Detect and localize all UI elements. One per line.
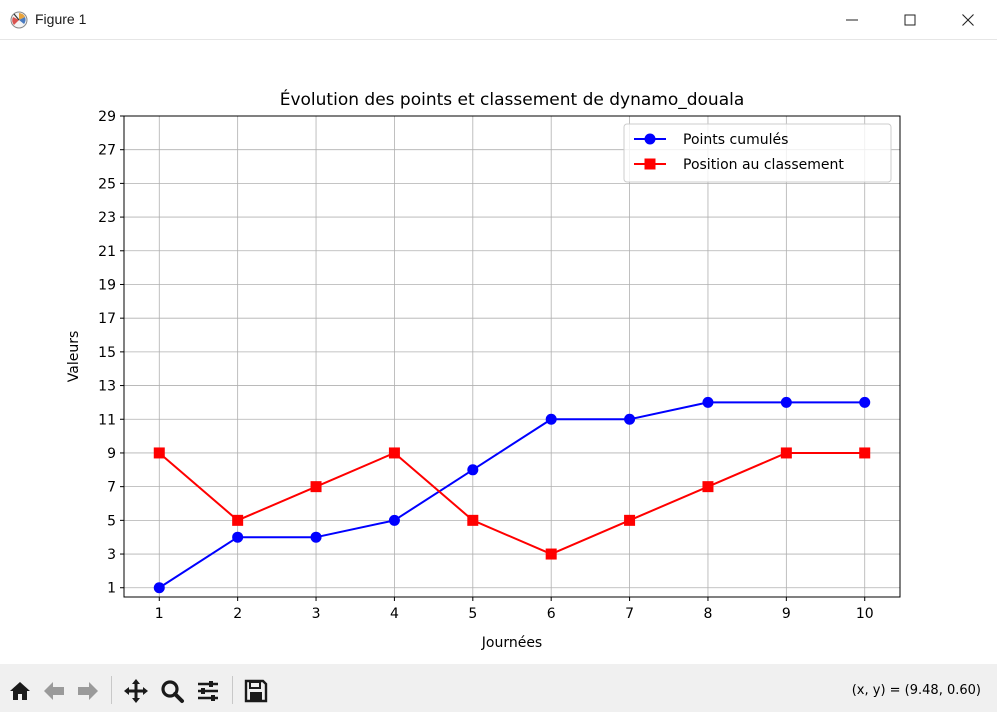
y-tick-label: 1 — [107, 581, 116, 597]
legend: Points cumulés Position au classement — [623, 123, 892, 183]
axes-frame — [123, 115, 901, 598]
data-point-square — [624, 514, 636, 526]
y-tick-label: 13 — [98, 379, 116, 395]
y-axis-label: Valeurs — [66, 331, 82, 383]
chart-title: Évolution des points et classement de dy… — [280, 88, 745, 110]
minimize-button[interactable] — [823, 0, 881, 40]
x-tick-label: 10 — [856, 606, 874, 622]
close-button[interactable] — [939, 0, 997, 40]
x-tick-label: 6 — [547, 606, 556, 622]
y-tick-label: 19 — [98, 277, 116, 293]
toolbar-separator — [232, 676, 233, 704]
data-point-circle — [624, 413, 636, 425]
data-point-circle — [780, 396, 792, 408]
data-point-square — [859, 447, 871, 459]
save-icon[interactable] — [243, 678, 269, 704]
maximize-icon — [904, 14, 916, 26]
zoom-icon[interactable] — [159, 678, 185, 704]
data-point-square — [153, 447, 165, 459]
legend-marker-circle — [644, 133, 656, 145]
data-point-circle — [702, 396, 714, 408]
y-tick-label: 23 — [98, 210, 116, 226]
series-line-2 — [158, 451, 865, 556]
x-tick-label: 7 — [625, 606, 634, 622]
maximize-button[interactable] — [881, 0, 939, 40]
x-tick-label: 8 — [703, 606, 712, 622]
matplotlib-app-icon — [10, 11, 28, 29]
series-line-1 — [158, 401, 865, 589]
legend-label: Points cumulés — [683, 132, 788, 148]
data-point-square — [232, 514, 244, 526]
data-point-circle — [467, 464, 479, 476]
data-point-square — [702, 481, 714, 493]
data-point-circle — [153, 582, 165, 594]
data-point-circle — [545, 413, 557, 425]
y-tick-label: 9 — [107, 446, 116, 462]
x-tick-label: 4 — [390, 606, 399, 622]
x-tick-label: 2 — [233, 606, 242, 622]
forward-icon[interactable] — [75, 678, 101, 704]
x-tick-label: 5 — [468, 606, 477, 622]
toolbar-separator — [111, 676, 112, 704]
x-axis-label: Journées — [481, 635, 542, 651]
data-point-circle — [310, 531, 322, 543]
y-tick-label: 17 — [98, 311, 116, 327]
data-point-circle — [232, 531, 244, 543]
window-title: Figure 1 — [35, 11, 87, 27]
data-point-square — [388, 447, 400, 459]
y-tick-label: 15 — [98, 345, 116, 361]
close-icon — [962, 14, 974, 26]
y-tick-label: 3 — [107, 547, 116, 563]
navigation-toolbar: (x, y) = (9.48, 0.60) — [0, 664, 997, 712]
data-point-circle — [388, 514, 400, 526]
home-icon[interactable] — [7, 678, 33, 704]
y-tick-label: 11 — [98, 412, 116, 428]
minimize-icon — [846, 19, 858, 21]
y-tick-label: 7 — [107, 480, 116, 496]
data-point-square — [780, 447, 792, 459]
legend-label: Position au classement — [683, 157, 844, 173]
cursor-coordinates: (x, y) = (9.48, 0.60) — [851, 683, 981, 698]
legend-marker-square — [644, 158, 656, 170]
y-tick-label: 25 — [98, 176, 116, 192]
figure-canvas[interactable]: 1 2 3 4 5 6 7 8 9 10 1 3 5 7 9 11 13 15 17 19 21 23 25 27 29 Évo… — [0, 40, 997, 664]
configure-subplots-icon[interactable] — [195, 678, 221, 704]
data-point-circle — [859, 396, 871, 408]
legend-box — [623, 123, 892, 183]
back-icon[interactable] — [41, 678, 67, 704]
x-tick-label: 1 — [155, 606, 164, 622]
data-point-square — [310, 481, 322, 493]
pan-icon[interactable] — [123, 678, 149, 704]
y-tick-label: 5 — [107, 513, 116, 529]
data-point-square — [545, 548, 557, 560]
y-tick-label: 29 — [98, 109, 116, 125]
window-titlebar: Figure 1 — [0, 0, 997, 40]
x-tick-label: 9 — [782, 606, 791, 622]
y-tick-label: 21 — [98, 244, 116, 260]
x-tick-label: 3 — [312, 606, 321, 622]
data-point-square — [467, 514, 479, 526]
y-tick-label: 27 — [98, 143, 116, 159]
